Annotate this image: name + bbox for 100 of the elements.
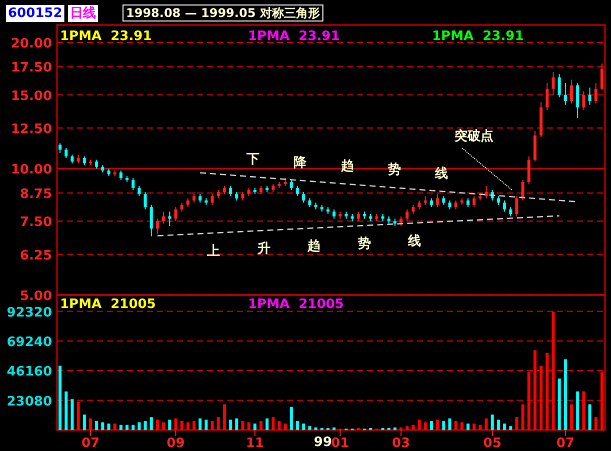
bar (490, 414, 494, 430)
y-tick-label: 8.75 (20, 187, 52, 202)
chart-title: 1998.08 — 1999.05 对称三角形 (126, 6, 320, 20)
bar (192, 421, 196, 430)
y-tick-label: 20.00 (10, 36, 52, 52)
bar (198, 418, 202, 430)
candlestick (406, 208, 409, 222)
y-tick-label: 12.50 (10, 122, 52, 138)
bar (564, 359, 567, 430)
bar (119, 424, 122, 430)
bar (460, 422, 464, 430)
bar (235, 418, 238, 430)
candlestick (290, 179, 293, 190)
bar (107, 424, 110, 430)
y-tick-label: 17.50 (10, 60, 52, 76)
bar (150, 417, 153, 430)
y-tick-label: 92320 (6, 305, 52, 320)
bar (484, 418, 488, 430)
bar (186, 422, 190, 430)
bar (588, 404, 592, 430)
annotation: 1PMA 23.91 (248, 29, 340, 44)
bar (180, 421, 184, 430)
bar (126, 424, 129, 430)
bar (210, 421, 214, 430)
candlestick (144, 191, 147, 210)
candlestick (132, 178, 135, 190)
y-tick-label: 69240 (6, 334, 52, 350)
annotation: 1PMA 21005 (248, 297, 344, 312)
candlestick (210, 194, 214, 206)
candlestick (296, 185, 300, 197)
text: 日线 (70, 6, 96, 21)
candlestick (119, 170, 122, 180)
bar (466, 424, 470, 430)
y-tick-label: 5.00 (20, 289, 52, 304)
bar (533, 350, 536, 430)
bar (95, 421, 98, 430)
bar (527, 372, 530, 430)
bar (496, 420, 500, 430)
bar (582, 391, 586, 430)
bar (76, 402, 80, 430)
x-tick-label: 11 (246, 436, 264, 451)
bar (576, 391, 580, 430)
y-tick-label: 7.50 (20, 215, 52, 230)
bar (509, 426, 512, 430)
bar (442, 421, 446, 430)
bar (600, 372, 604, 430)
bar (290, 406, 293, 430)
bar (503, 424, 506, 430)
bar (332, 427, 336, 430)
candlestick (229, 185, 232, 197)
y-tick-label: 23080 (6, 394, 52, 410)
bar (594, 417, 598, 430)
bar (247, 422, 250, 430)
candlestick (58, 142, 62, 154)
bar (222, 404, 226, 430)
candlestick (64, 148, 68, 159)
x-tick-label: 05 (483, 436, 502, 451)
bar (454, 421, 458, 430)
bar (266, 418, 269, 430)
annotation: 1PMA 23.91 (60, 29, 152, 44)
bar (284, 424, 287, 430)
candlestick (174, 206, 178, 222)
bar (174, 418, 178, 430)
bar (296, 421, 300, 430)
candlestick (192, 191, 196, 204)
candlestick (564, 82, 567, 106)
bar (558, 378, 561, 430)
bar (448, 418, 452, 430)
bar (241, 421, 244, 430)
x-tick-label: 07 (556, 436, 574, 451)
bar (540, 366, 543, 430)
bar (552, 312, 555, 430)
bar (82, 414, 86, 430)
bar (314, 427, 318, 430)
bar (412, 424, 415, 430)
bar (64, 391, 68, 430)
candlestick (412, 204, 415, 214)
bar (132, 424, 135, 430)
bar (400, 427, 403, 430)
candlestick (436, 194, 440, 208)
candlestick (162, 211, 166, 224)
bar (302, 424, 306, 430)
bar (424, 422, 427, 430)
bar (278, 421, 281, 430)
bar (138, 422, 141, 430)
annotation: 1PMA 23.91 (432, 29, 524, 44)
text: 600152 (8, 6, 62, 21)
bar (70, 399, 74, 430)
candlestick (400, 216, 403, 227)
bar (253, 424, 256, 430)
candlestick (521, 179, 524, 201)
x-tick-label: 01 (331, 436, 350, 451)
y-tick-label: 46160 (6, 364, 52, 380)
bar (216, 417, 220, 430)
bar (162, 422, 166, 430)
y-tick-label: 10.00 (10, 162, 52, 178)
bar (570, 404, 574, 430)
candlestick (552, 71, 555, 96)
y-tick-label: 15.00 (10, 88, 52, 104)
bar (58, 366, 62, 430)
